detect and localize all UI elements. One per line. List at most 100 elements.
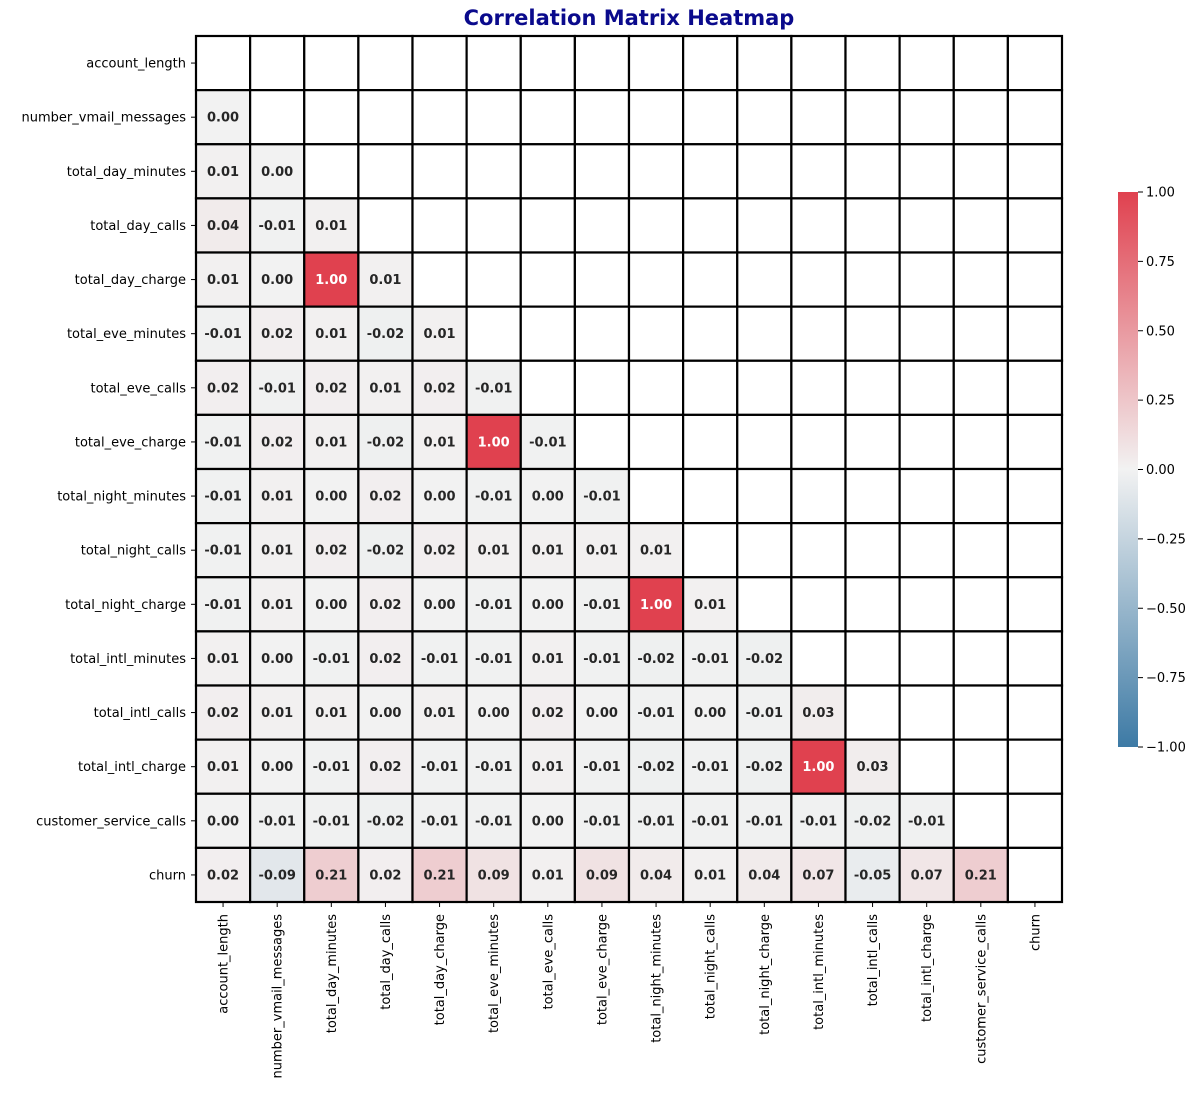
heatmap-cell-total_eve_minutes-total_day_minutes (303, 305, 360, 362)
x-tick-label-total_intl_minutes: total_intl_minutes (812, 914, 827, 1030)
heatmap-cell-account_length-total_intl_minutes (790, 34, 847, 92)
x-tick-label-total_night_minutes: total_night_minutes (650, 914, 665, 1043)
heatmap-cell-total_day_charge-churn (1006, 251, 1064, 308)
heatmap-cell-total_day_minutes-total_night_charge (736, 143, 793, 200)
heatmap-cell-total_night_charge-customer_service_calls (952, 576, 1009, 633)
cell-value-label: -0.02 (637, 760, 674, 775)
cell-value-label: 0.02 (369, 598, 401, 613)
cell-value-label: 0.02 (369, 760, 401, 775)
heatmap-cell-total_eve_calls-total_night_minutes (627, 359, 685, 416)
cell-value-label: 0.00 (207, 814, 239, 829)
colorbar-tick-label: 0.00 (1146, 463, 1175, 478)
heatmap-cell-total_day_minutes-total_intl_calls (844, 143, 901, 200)
cell-value-label: 0.04 (207, 219, 239, 234)
heatmap-cell-total_night_minutes-total_night_charge (736, 467, 793, 525)
heatmap-cell-total_day_minutes-total_night_minutes (627, 143, 685, 200)
cell-value-label: -0.01 (313, 814, 350, 829)
y-tick-label-total_night_calls: total_night_calls (81, 544, 187, 559)
heatmap-cell-total_day_charge-total_night_minutes (627, 251, 685, 308)
x-tick-label-total_intl_charge: total_intl_charge (920, 914, 935, 1022)
heatmap-cell-customer_service_calls-number_vmail_messages (249, 792, 306, 849)
cell-value-label: 0.01 (424, 327, 456, 342)
heatmap-cell-total_eve_minutes-total_intl_calls (844, 305, 901, 362)
heatmap-cell-number_vmail_messages-total_intl_calls (844, 89, 901, 146)
heatmap-cell-account_length-total_intl_charge (898, 34, 955, 92)
cell-value-label: -0.01 (746, 706, 783, 721)
heatmap-cell-total_day_minutes-total_day_calls (357, 143, 414, 200)
cell-value-label: 0.00 (315, 490, 347, 505)
heatmap-cell-total_night_charge-total_day_charge (411, 576, 468, 633)
heatmap-cell-total_eve_charge-total_intl_minutes (790, 413, 847, 471)
colorbar-tick-label: 0.50 (1146, 324, 1175, 339)
cell-value-label: 0.04 (748, 868, 780, 883)
heatmap-cell-total_night_minutes-total_intl_calls (844, 467, 901, 525)
colorbar-tick-label: −0.75 (1146, 671, 1186, 686)
cell-value-label: 0.01 (315, 435, 347, 450)
cell-value-label: 0.01 (207, 652, 239, 667)
heatmap-cell-total_night_charge-total_night_minutes (627, 576, 685, 633)
cell-value-label: 0.01 (261, 706, 293, 721)
heatmap-cell-total_day_calls-total_night_charge (736, 197, 793, 254)
heatmap-cell-total_eve_calls-total_night_charge (736, 359, 793, 416)
heatmap-cell-total_intl_minutes-total_day_calls (357, 630, 414, 687)
heatmap-cell-total_night_charge-total_day_calls (357, 576, 414, 633)
heatmap-cell-total_eve_charge-total_day_charge (411, 413, 468, 471)
heatmap-cell-total_day_minutes-total_intl_minutes (790, 143, 847, 200)
cell-value-label: 0.01 (694, 598, 726, 613)
colorbar-tick-label: −0.25 (1146, 532, 1186, 547)
heatmap-cell-total_eve_calls-total_night_calls (682, 359, 739, 416)
cell-value-label: 0.01 (532, 868, 564, 883)
cell-value-label: 0.01 (694, 868, 726, 883)
cell-value-label: -0.01 (204, 598, 241, 613)
heatmap-cell-total_night_charge-churn (1006, 576, 1064, 633)
heatmap-cell-total_day_minutes-churn (1006, 143, 1064, 200)
heatmap-cell-total_intl_calls-total_eve_minutes (465, 684, 522, 741)
heatmap-cell-total_night_calls-total_intl_minutes (790, 522, 847, 579)
heatmap-cell-total_intl_charge-number_vmail_messages (249, 738, 306, 795)
cell-value-label: -0.01 (475, 814, 512, 829)
cell-value-label: 0.00 (315, 598, 347, 613)
heatmap-cell-account_length-total_eve_calls (519, 34, 576, 92)
cell-value-label: 0.03 (802, 706, 834, 721)
heatmap-cell-total_intl_minutes-total_intl_minutes (790, 630, 847, 687)
cell-value-label: -0.01 (583, 598, 620, 613)
heatmap-cell-number_vmail_messages-churn (1006, 89, 1064, 146)
heatmap-cell-total_day_minutes-total_day_charge (411, 143, 468, 200)
cell-value-label: 0.01 (586, 544, 618, 559)
heatmap-cell-total_day_minutes-total_eve_minutes (465, 143, 522, 200)
heatmap-cell-customer_service_calls-total_eve_calls (519, 792, 576, 849)
heatmap-cell-total_eve_charge-total_eve_charge (573, 413, 631, 471)
cell-value-label: -0.01 (583, 490, 620, 505)
heatmap-cell-total_intl_charge-total_intl_charge (898, 738, 955, 795)
heatmap-cell-total_day_charge-total_intl_calls (844, 251, 901, 308)
heatmap-cell-number_vmail_messages-total_day_minutes (303, 89, 360, 146)
heatmap-cell-total_day_charge-total_eve_minutes (465, 251, 522, 308)
heatmap-cell-account_length-total_eve_minutes (465, 34, 522, 92)
heatmap-cell-churn-number_vmail_messages (249, 846, 306, 904)
cell-value-label: -0.05 (854, 868, 891, 883)
y-tick-label-total_eve_calls: total_eve_calls (90, 381, 186, 396)
cell-value-label: 0.01 (315, 327, 347, 342)
heatmap-cell-total_night_charge-total_intl_calls (844, 576, 901, 633)
heatmap-cell-total_intl_calls-total_intl_calls (844, 684, 901, 741)
heatmap-cell-total_intl_calls-total_intl_charge (898, 684, 955, 741)
cell-value-label: 0.02 (369, 868, 401, 883)
colorbar-tick-label: 0.75 (1146, 255, 1175, 270)
heatmap-cell-total_eve_minutes-total_night_minutes (627, 305, 685, 362)
cell-value-label: -0.02 (367, 435, 404, 450)
cell-value-label: -0.02 (367, 814, 404, 829)
cell-value-label: 0.21 (315, 868, 347, 883)
heatmap-cell-number_vmail_messages-total_night_minutes (627, 89, 685, 146)
y-tick-label-total_intl_charge: total_intl_charge (78, 760, 186, 775)
x-tick-label-total_night_calls: total_night_calls (704, 914, 719, 1020)
cell-value-label: -0.01 (204, 435, 241, 450)
cell-value-label: 0.01 (315, 706, 347, 721)
y-tick-labels: account_length number_vmail_messagestotal… (22, 57, 196, 883)
heatmap-cell-total_night_calls-total_night_calls (682, 522, 739, 579)
cell-value-label: -0.02 (637, 652, 674, 667)
heatmap-cell-total_intl_charge-account_length (194, 738, 252, 795)
heatmap-cell-total_intl_minutes-total_eve_charge (573, 630, 631, 687)
cell-value-label: -0.01 (475, 652, 512, 667)
heatmap-cell-total_eve_charge-total_intl_charge (898, 413, 955, 471)
